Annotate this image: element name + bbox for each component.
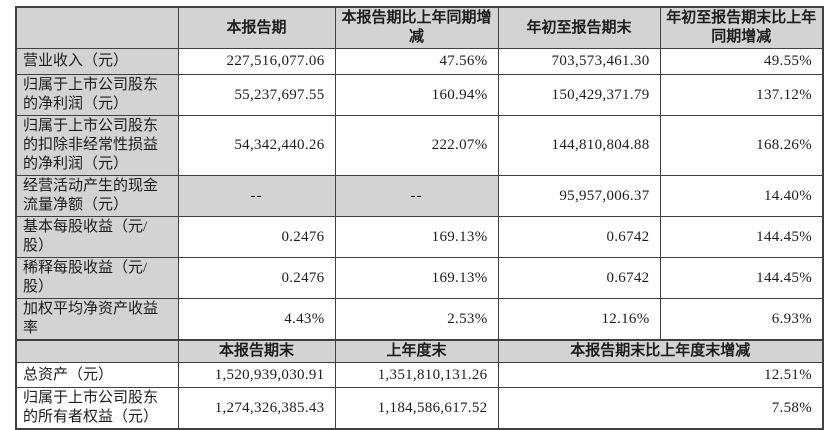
cell-end-of-period: 1,274,326,385.43 [177,387,336,430]
row-weighted-avg-roe: 加权平均净资产收益率 4.43% 2.53% 12.16% 6.93% [15,298,824,341]
cell-ytd: 144,810,804.88 [497,115,661,176]
row-label: 稀释每股收益（元/股） [15,257,179,299]
row-label: 营业收入（元） [15,48,179,75]
cell-ytd-yoy-change: 49.55% [659,48,824,75]
section2-blank-cell [15,339,179,363]
row-operating-revenue: 营业收入（元） 227,516,077.06 47.56% 703,573,46… [15,48,824,75]
financial-summary-table: 本报告期 本报告期比上年同期增减 年初至报告期末 年初至报告期末比上年同期增减 … [15,6,824,430]
col-header-end-of-prior-year: 上年度末 [334,339,499,363]
row-net-profit: 归属于上市公司股东的净利润（元） 55,237,697.55 160.94% 1… [15,74,824,116]
cell-ytd-yoy-change: 144.45% [659,257,824,299]
cell-end-of-period: 1,520,939,030.91 [177,362,336,388]
cell-yoy-change: 169.13% [334,257,499,299]
cell-ytd: 0.6742 [497,216,661,258]
cell-ytd-yoy-change: 144.45% [659,216,824,258]
cell-ytd: 95,957,006.37 [497,175,661,217]
cell-ytd-yoy-change: 137.12% [659,74,824,116]
cell-ytd-yoy-change: 6.93% [659,298,824,341]
row-label: 经营活动产生的现金流量净额（元） [15,175,179,217]
cell-change: 7.58% [497,387,824,430]
cell-yoy-change: 2.53% [334,298,499,341]
cell-current-period: 0.2476 [177,257,336,299]
cell-current-period: 55,237,697.55 [177,74,336,116]
header-blank-cell [15,6,179,49]
row-total-assets: 总资产（元） 1,520,939,030.91 1,351,810,131.26… [15,362,824,388]
cell-end-of-prior-year: 1,351,810,131.26 [334,362,499,388]
cell-ytd: 12.16% [497,298,661,341]
cell-yoy-change: 169.13% [334,216,499,258]
row-basic-eps: 基本每股收益（元/股） 0.2476 169.13% 0.6742 144.45… [15,216,824,258]
row-equity-attributable-to-shareholders: 归属于上市公司股东的所有者权益（元） 1,274,326,385.43 1,18… [15,387,824,430]
row-diluted-eps: 稀释每股收益（元/股） 0.2476 169.13% 0.6742 144.45… [15,257,824,299]
row-label: 归属于上市公司股东的净利润（元） [15,74,179,116]
cell-change: 12.51% [497,362,824,388]
row-label: 加权平均净资产收益率 [15,298,179,341]
cell-yoy-change: -- [334,175,499,217]
col-header-yoy-change: 本报告期比上年同期增减 [334,6,499,49]
row-operating-cash-flow: 经营活动产生的现金流量净额（元） -- -- 95,957,006.37 14.… [15,175,824,217]
cell-ytd: 703,573,461.30 [497,48,661,75]
row-label: 归属于上市公司股东的所有者权益（元） [15,387,179,430]
cell-current-period: 227,516,077.06 [177,48,336,75]
cell-yoy-change: 47.56% [334,48,499,75]
header-row: 本报告期 本报告期比上年同期增减 年初至报告期末 年初至报告期末比上年同期增减 [15,6,824,49]
cell-yoy-change: 160.94% [334,74,499,116]
col-header-ytd: 年初至报告期末 [497,6,661,49]
cell-ytd-yoy-change: 168.26% [659,115,824,176]
col-header-ytd-yoy-change: 年初至报告期末比上年同期增减 [659,6,824,49]
col-header-end-of-period: 本报告期末 [177,339,336,363]
row-label: 总资产（元） [15,362,179,388]
cell-current-period: 4.43% [177,298,336,341]
cell-ytd: 0.6742 [497,257,661,299]
cell-ytd-yoy-change: 14.40% [659,175,824,217]
cell-yoy-change: 222.07% [334,115,499,176]
cell-end-of-prior-year: 1,184,586,617.52 [334,387,499,430]
cell-current-period: 0.2476 [177,216,336,258]
section2-header-row: 本报告期末 上年度末 本报告期末比上年度末增减 [15,339,824,363]
cell-current-period: 54,342,440.26 [177,115,336,176]
col-header-period-end-change: 本报告期末比上年度末增减 [497,339,824,363]
col-header-current-period: 本报告期 [177,6,336,49]
row-net-profit-excl-nonrecurring: 归属于上市公司股东的扣除非经常性损益的净利润（元） 54,342,440.26 … [15,115,824,176]
cell-ytd: 150,429,371.79 [497,74,661,116]
row-label: 归属于上市公司股东的扣除非经常性损益的净利润（元） [15,115,179,176]
row-label: 基本每股收益（元/股） [15,216,179,258]
cell-current-period: -- [177,175,336,217]
